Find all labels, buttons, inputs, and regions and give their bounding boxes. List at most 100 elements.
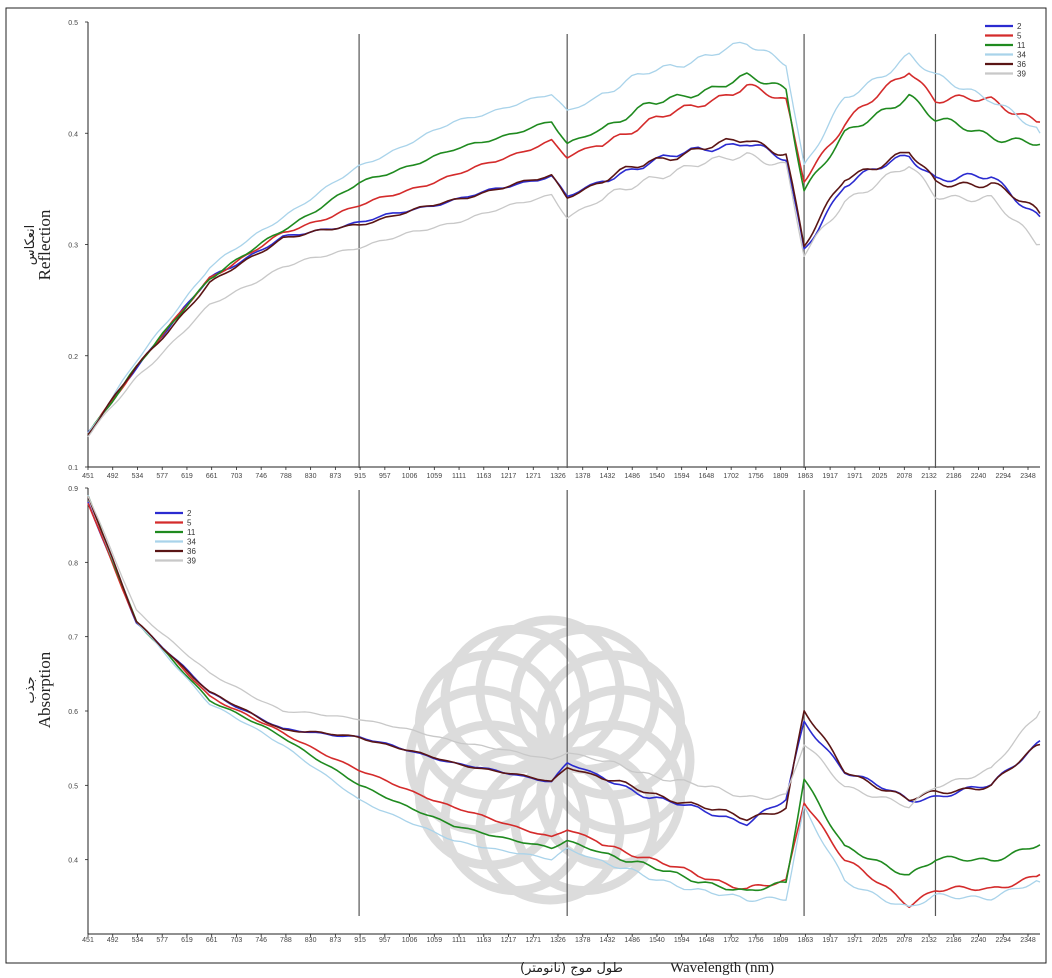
x-tick-label: 1271 [525, 937, 541, 944]
x-tick-label: 1432 [600, 473, 616, 480]
x-tick-label: 1111 [452, 473, 466, 480]
y-tick-label: 0.9 [68, 486, 78, 493]
x-tick-label: 492 [107, 473, 119, 480]
x-tick-label: 1432 [600, 937, 616, 944]
reflection-ylabel-fa: انعکاس [23, 225, 38, 266]
x-tick-label: 2078 [897, 937, 913, 944]
x-tick-label: 2186 [946, 473, 962, 480]
reflection-ylabel: Reflection [35, 209, 54, 280]
x-tick-label: 2132 [921, 937, 937, 944]
axis-ticks: 451 492 534 577 619 661 703 746 788 830 873 915 957 1… [68, 20, 1036, 944]
x-tick-label: 2132 [921, 473, 937, 480]
x-tick-label: 534 [132, 473, 144, 480]
x-tick-label: 1378 [575, 473, 591, 480]
series-line-absorption-39 [87, 495, 1041, 809]
x-tick-label: 2240 [971, 473, 987, 480]
x-tick-label: 1163 [476, 473, 491, 480]
legend-label-36: 36 [1017, 60, 1026, 69]
x-tick-label: 2025 [872, 473, 888, 480]
y-tick-label: 0.7 [68, 635, 78, 642]
x-tick-label: 1594 [674, 937, 690, 944]
x-tick-label: 2348 [1020, 473, 1036, 480]
vertical-lines [358, 34, 937, 916]
x-tick-label: 1971 [847, 473, 863, 480]
x-tick-label: 451 [82, 473, 94, 480]
x-tick-label: 830 [305, 937, 317, 944]
series-line-reflection-11 [87, 72, 1041, 435]
legend-label-11: 11 [187, 528, 196, 537]
x-tick-label: 1006 [402, 937, 418, 944]
legend-label-2: 2 [1017, 22, 1022, 31]
x-tick-label: 619 [181, 937, 193, 944]
watermark [405, 615, 695, 905]
x-tick-label: 1809 [773, 937, 789, 944]
x-tick-label: 619 [181, 473, 193, 480]
y-tick-label: 0.8 [68, 560, 78, 567]
x-tick-label: 1863 [798, 473, 814, 480]
x-tick-label: 1756 [748, 937, 764, 944]
legend-label-34: 34 [187, 538, 196, 547]
x-tick-label: 1917 [822, 937, 838, 944]
y-tick-label: 0.4 [68, 858, 78, 865]
series-lines [87, 41, 1041, 909]
x-tick-label: 1163 [476, 937, 491, 944]
x-tick-label: 1702 [723, 937, 739, 944]
series-line-absorption-5 [87, 502, 1041, 909]
x-tick-label: 1648 [699, 937, 715, 944]
x-tick-label: 915 [354, 473, 366, 480]
x-tick-label: 1756 [748, 473, 764, 480]
x-axis-label-fa: طول موج (نانومتر) [520, 961, 623, 976]
series-line-reflection-5 [87, 72, 1041, 435]
legend-label-11: 11 [1017, 41, 1026, 50]
x-tick-label: 703 [231, 473, 243, 480]
x-tick-label: 1486 [624, 473, 640, 480]
series-line-reflection-39 [87, 152, 1041, 438]
x-tick-label: 1702 [723, 473, 739, 480]
x-tick-label: 1111 [452, 937, 466, 944]
x-tick-label: 1540 [649, 473, 665, 480]
watermark-petal [536, 650, 686, 800]
x-tick-label: 1059 [427, 473, 443, 480]
legend-label-36: 36 [187, 547, 196, 556]
x-tick-label: 1326 [550, 473, 566, 480]
series-line-reflection-34 [87, 41, 1041, 434]
absorption-ylabel-fa: جذب [23, 676, 38, 703]
x-tick-label: 1271 [525, 473, 541, 480]
x-tick-label: 661 [206, 473, 218, 480]
x-tick-label: 1326 [550, 937, 566, 944]
x-tick-label: 1540 [649, 937, 665, 944]
y-tick-label: 0.5 [68, 783, 78, 790]
y-tick-label: 0.4 [68, 131, 78, 138]
x-tick-label: 2294 [995, 937, 1011, 944]
x-tick-label: 2186 [946, 937, 962, 944]
series-line-absorption-34 [87, 494, 1041, 908]
x-tick-label: 788 [280, 937, 292, 944]
x-tick-label: 746 [255, 937, 267, 944]
x-tick-label: 492 [107, 937, 119, 944]
x-tick-label: 1594 [674, 473, 690, 480]
absorption-ylabel: Absorption [35, 651, 54, 728]
x-tick-label: 2240 [971, 937, 987, 944]
x-tick-label: 830 [305, 473, 317, 480]
x-tick-label: 1006 [402, 473, 418, 480]
x-tick-label: 661 [206, 937, 218, 944]
y-tick-label: 0.1 [68, 465, 78, 472]
x-tick-label: 788 [280, 473, 292, 480]
y-tick-label: 0.6 [68, 709, 78, 716]
x-tick-label: 1378 [575, 937, 591, 944]
legend-label-34: 34 [1017, 51, 1026, 60]
x-tick-label: 1217 [501, 473, 517, 480]
x-tick-label: 1809 [773, 473, 789, 480]
legend-label-39: 39 [187, 557, 196, 566]
x-tick-label: 2348 [1020, 937, 1036, 944]
x-tick-label: 1486 [624, 937, 640, 944]
x-tick-label: 577 [156, 473, 168, 480]
x-tick-label: 2025 [872, 937, 888, 944]
x-tick-label: 1863 [798, 937, 814, 944]
legend-label-2: 2 [187, 509, 192, 518]
x-tick-label: 957 [379, 937, 391, 944]
x-tick-label: 577 [156, 937, 168, 944]
x-tick-label: 451 [82, 937, 94, 944]
